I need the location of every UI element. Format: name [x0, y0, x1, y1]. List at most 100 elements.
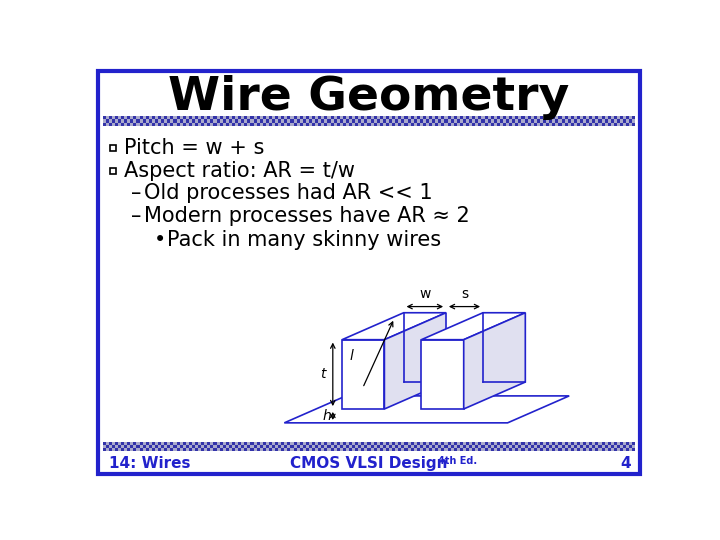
Bar [192, 442, 195, 445]
Bar [248, 117, 251, 119]
Bar [355, 117, 359, 119]
Bar [143, 117, 145, 119]
Bar [518, 442, 521, 445]
Bar [401, 445, 405, 448]
Bar [143, 119, 145, 123]
Bar [392, 448, 395, 451]
Bar [287, 117, 290, 119]
Bar [306, 117, 309, 119]
Bar [186, 119, 189, 123]
Bar [198, 119, 201, 123]
Bar [466, 445, 469, 448]
Bar [593, 117, 595, 119]
Bar [158, 117, 161, 119]
Bar [315, 442, 318, 445]
Text: l: l [349, 349, 353, 363]
Bar [543, 119, 546, 123]
Bar [213, 123, 217, 126]
Bar [395, 448, 398, 451]
Bar [189, 119, 192, 123]
Bar [333, 448, 337, 451]
Text: •: • [153, 230, 166, 249]
Bar [389, 117, 392, 119]
Bar [235, 117, 238, 119]
Bar [444, 448, 448, 451]
Bar [559, 448, 562, 451]
Bar [448, 445, 451, 448]
Text: w: w [419, 287, 431, 301]
Bar [106, 442, 109, 445]
Bar [506, 123, 509, 126]
Bar [460, 117, 463, 119]
Bar [195, 117, 198, 119]
Bar [241, 117, 244, 119]
Bar [567, 445, 571, 448]
Bar [167, 123, 171, 126]
Bar [248, 442, 251, 445]
Bar [564, 117, 567, 119]
Bar [355, 445, 359, 448]
Bar [509, 448, 512, 451]
Bar [118, 442, 121, 445]
Bar [346, 442, 349, 445]
Bar [201, 123, 204, 126]
Bar [161, 117, 164, 119]
Bar [115, 442, 118, 445]
Bar [328, 119, 330, 123]
Bar [487, 123, 490, 126]
Bar [490, 117, 494, 119]
Bar [171, 119, 174, 123]
Bar [614, 119, 617, 123]
Bar [494, 442, 497, 445]
Bar [124, 442, 127, 445]
Bar [176, 123, 179, 126]
Bar [127, 445, 130, 448]
Bar [571, 123, 574, 126]
Bar [405, 123, 408, 126]
Bar [374, 442, 377, 445]
Bar [528, 123, 531, 126]
Bar [389, 445, 392, 448]
Bar [251, 448, 253, 451]
Bar [253, 123, 256, 126]
Bar [405, 448, 408, 451]
Bar [130, 117, 133, 119]
Bar [102, 117, 106, 119]
Bar [374, 445, 377, 448]
Bar [284, 117, 287, 119]
Bar [475, 448, 478, 451]
Bar [330, 442, 333, 445]
Bar [469, 445, 472, 448]
Bar [137, 117, 140, 119]
Bar [543, 123, 546, 126]
Bar [426, 117, 429, 119]
Bar [303, 123, 306, 126]
Bar [586, 448, 589, 451]
Bar [395, 442, 398, 445]
Bar [330, 117, 333, 119]
Bar [377, 123, 379, 126]
Bar [516, 123, 518, 126]
Bar [278, 445, 282, 448]
Bar [593, 123, 595, 126]
Bar [278, 123, 282, 126]
Bar [284, 119, 287, 123]
Bar [324, 442, 328, 445]
Bar [133, 123, 137, 126]
Bar [389, 119, 392, 123]
Bar [525, 123, 528, 126]
Bar [183, 123, 186, 126]
Bar [466, 442, 469, 445]
Bar [207, 445, 210, 448]
Bar [611, 123, 614, 126]
Bar [552, 445, 555, 448]
Bar [241, 119, 244, 123]
Bar [414, 445, 417, 448]
Bar [540, 445, 543, 448]
Bar [195, 442, 198, 445]
Bar [469, 442, 472, 445]
Bar [583, 448, 586, 451]
Bar [577, 442, 580, 445]
Bar [389, 123, 392, 126]
Bar [497, 117, 500, 119]
